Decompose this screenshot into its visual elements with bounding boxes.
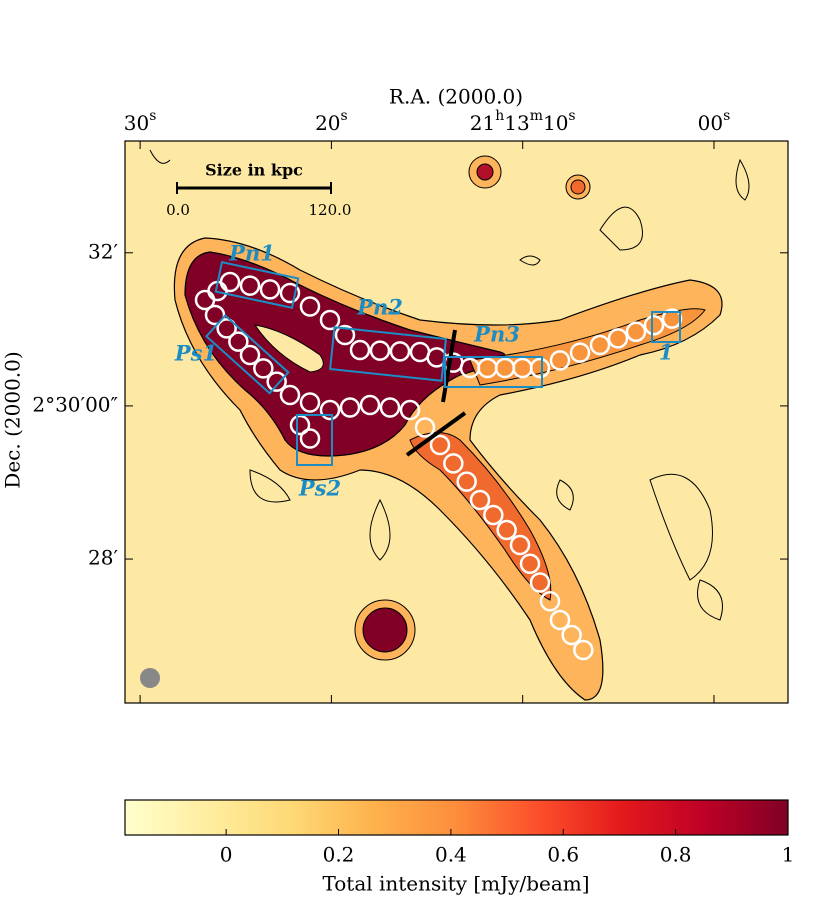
x-tick-label: 30s: [124, 108, 157, 135]
region-label: 1: [659, 340, 674, 365]
x-tick-label-part: 21: [470, 111, 495, 135]
region-label: Pn3: [473, 322, 520, 347]
x-tick-label-part: s: [568, 108, 575, 124]
x-axis-label: R.A. (2000.0): [389, 85, 523, 109]
x-tick-label-part: 10: [543, 111, 568, 135]
chain-circle: [539, 591, 561, 612]
y-tick-label: 32′: [88, 239, 118, 263]
chain-circle: [389, 341, 411, 362]
x-tick-label-part: s: [723, 108, 730, 124]
colorbar-tick-label: 0.6: [547, 843, 579, 867]
chain-circle: [625, 321, 647, 343]
region-label: Pn1: [228, 241, 275, 266]
chain-circle: [469, 489, 491, 511]
x-tick-label-part: 00: [698, 111, 723, 135]
y-tick-label: 28′: [88, 546, 118, 570]
x-tick-label-part: 13: [504, 111, 529, 135]
chain-circle: [399, 399, 421, 421]
scalebar-label: 0.0: [166, 201, 190, 219]
colorbar-tick-label: 0: [220, 843, 233, 867]
x-tick-label: 21h13m10s: [470, 108, 576, 135]
chain-circle: [456, 471, 477, 492]
chain-circle: [219, 271, 241, 293]
x-tick-label: 20s: [315, 108, 348, 135]
chain-circle: [549, 350, 571, 371]
chain-circle: [299, 392, 321, 413]
chain-circle: [509, 534, 531, 556]
point-source: [362, 607, 408, 653]
colorbar-tick-label: 0.2: [323, 843, 355, 867]
x-tick-label-part: m: [530, 108, 543, 124]
chain-circle: [429, 434, 451, 456]
chain-circle: [569, 342, 591, 363]
chain-circle: [359, 394, 381, 416]
chain-circle: [204, 304, 226, 326]
chain-circle: [529, 572, 551, 593]
colorbar-tick-label: 0.4: [435, 843, 467, 867]
cut-lines: [405, 329, 467, 457]
chain-circle: [529, 357, 551, 379]
map: [140, 149, 750, 701]
chain-circle: [349, 339, 371, 361]
chain-circle: [607, 328, 629, 349]
source-hole: [253, 324, 324, 373]
chain-circle: [549, 609, 571, 631]
chain-circle: [279, 384, 301, 406]
chain-circle: [561, 624, 582, 646]
chain-circle: [299, 296, 321, 317]
chain-circle: [573, 639, 594, 661]
source-tail: [409, 432, 552, 601]
chain-circle: [369, 340, 391, 361]
x-tick-label-part: s: [149, 108, 156, 124]
chain-circle: [266, 371, 287, 392]
chain-circle: [253, 358, 274, 379]
x-tick-label-part: h: [495, 108, 504, 124]
colorbar-tick-label: 1: [782, 843, 795, 867]
region-boxes: [205, 261, 681, 466]
y-tick-label: 2°30′00″: [32, 392, 118, 416]
chain-circle: [519, 553, 541, 574]
beam: [140, 668, 160, 688]
chain-circle: [339, 397, 361, 418]
x-tick-label: 00s: [698, 108, 731, 135]
region-label: Ps2: [298, 476, 341, 501]
chain-circle: [643, 314, 665, 336]
region-label: Pn2: [356, 295, 403, 320]
region-label: Ps1: [174, 341, 217, 366]
chain-circle: [334, 324, 356, 346]
map-frame: [124, 140, 789, 704]
chain-circle: [379, 397, 401, 418]
y-axis-label: Dec. (2000.0): [1, 351, 25, 488]
colorbar-tick-label: 0.8: [660, 843, 692, 867]
colorbar: [124, 799, 789, 836]
x-tick-label-part: s: [341, 108, 348, 124]
x-tick-label-part: 30: [124, 111, 149, 135]
chain-circle: [299, 428, 321, 449]
colorbar-label: Total intensity [mJy/beam]: [322, 872, 589, 896]
chain-circle: [589, 334, 611, 356]
chain-circle: [239, 344, 261, 366]
chain-circle: [496, 519, 517, 541]
point-source: [570, 179, 586, 195]
chain-circle: [259, 279, 281, 300]
chain-circle: [319, 309, 341, 331]
x-tick-label-part: 20: [315, 111, 340, 135]
chain-circle: [483, 504, 504, 526]
chain-circle: [216, 318, 237, 339]
chain-circle: [239, 275, 261, 296]
chain-circle: [414, 417, 436, 438]
chain-circle: [443, 453, 464, 474]
point-source: [476, 163, 494, 181]
scalebar-label: 120.0: [309, 201, 352, 219]
contours: [149, 149, 750, 621]
chain-circle: [319, 399, 341, 421]
chain-circle: [279, 282, 301, 304]
scalebar-title: Size in kpc: [205, 161, 303, 180]
chain-circle: [228, 331, 249, 352]
